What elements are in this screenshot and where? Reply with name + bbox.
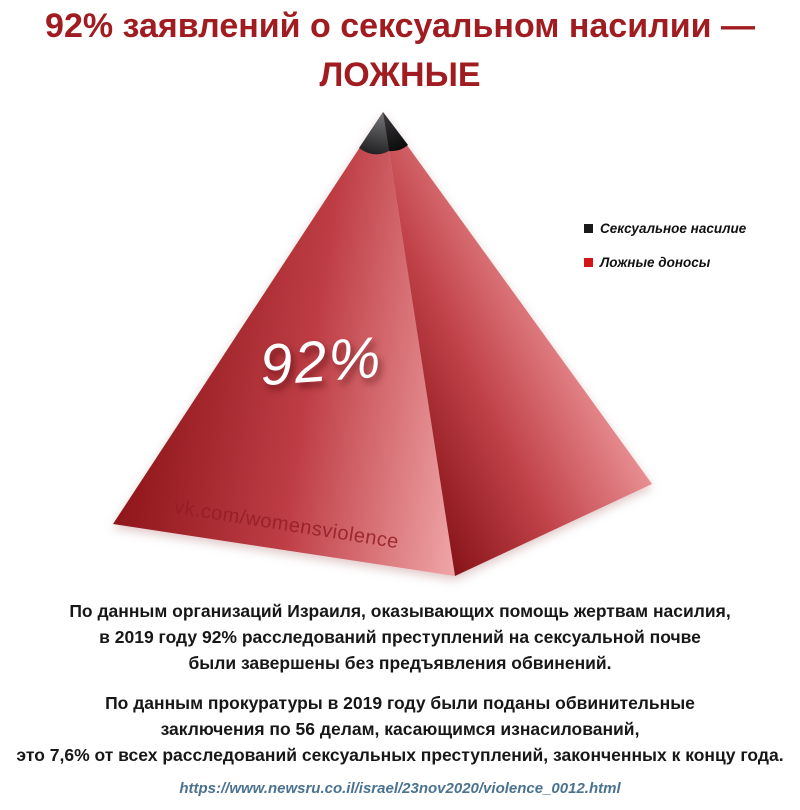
chart-legend: Сексуальное насилие Ложные доносы	[584, 221, 746, 270]
source-url-link[interactable]: https://www.newsru.co.il/israel/23nov202…	[179, 780, 621, 797]
pyramid-chart	[113, 112, 652, 576]
pyramid-tip-left-face	[359, 112, 389, 155]
legend-swatch-black-icon	[584, 224, 593, 233]
body-paragraph-1: По данным организаций Израиля, оказывающ…	[0, 598, 800, 676]
body-line: заключения по 56 делам, касающимся изнас…	[160, 719, 640, 739]
body-line: были завершены без предъявления обвинени…	[188, 653, 612, 673]
legend-item-label: Ложные доносы	[600, 255, 711, 270]
pyramid-tip-right-face	[383, 112, 408, 152]
body-line: в 2019 году 92% расследований преступлен…	[99, 627, 701, 647]
legend-item-label: Сексуальное насилие	[600, 221, 747, 236]
pyramid-right-face	[383, 112, 652, 576]
source-line: https://www.newsru.co.il/israel/23nov202…	[0, 780, 800, 797]
title-line-1: 92% заявлений о сексуальном насилии —	[45, 7, 755, 45]
legend-swatch-red-icon	[584, 258, 593, 267]
title-line-2: ЛОЖНЫЕ	[319, 56, 481, 94]
pyramid-value-label: 92%	[257, 324, 385, 399]
body-line: это 7,6% от всех расследований сексуальн…	[16, 745, 784, 765]
body-paragraph-2: По данным прокуратуры в 2019 году были п…	[0, 690, 800, 768]
pyramid-left-face	[113, 112, 455, 576]
page-title: 92% заявлений о сексуальном насилии — ЛО…	[0, 2, 800, 100]
legend-item-sexual-violence: Сексуальное насилие	[584, 221, 746, 236]
legend-item-false-reports: Ложные доносы	[584, 255, 746, 270]
body-line: По данным организаций Израиля, оказывающ…	[69, 601, 731, 621]
body-line: По данным прокуратуры в 2019 году были п…	[105, 693, 695, 713]
